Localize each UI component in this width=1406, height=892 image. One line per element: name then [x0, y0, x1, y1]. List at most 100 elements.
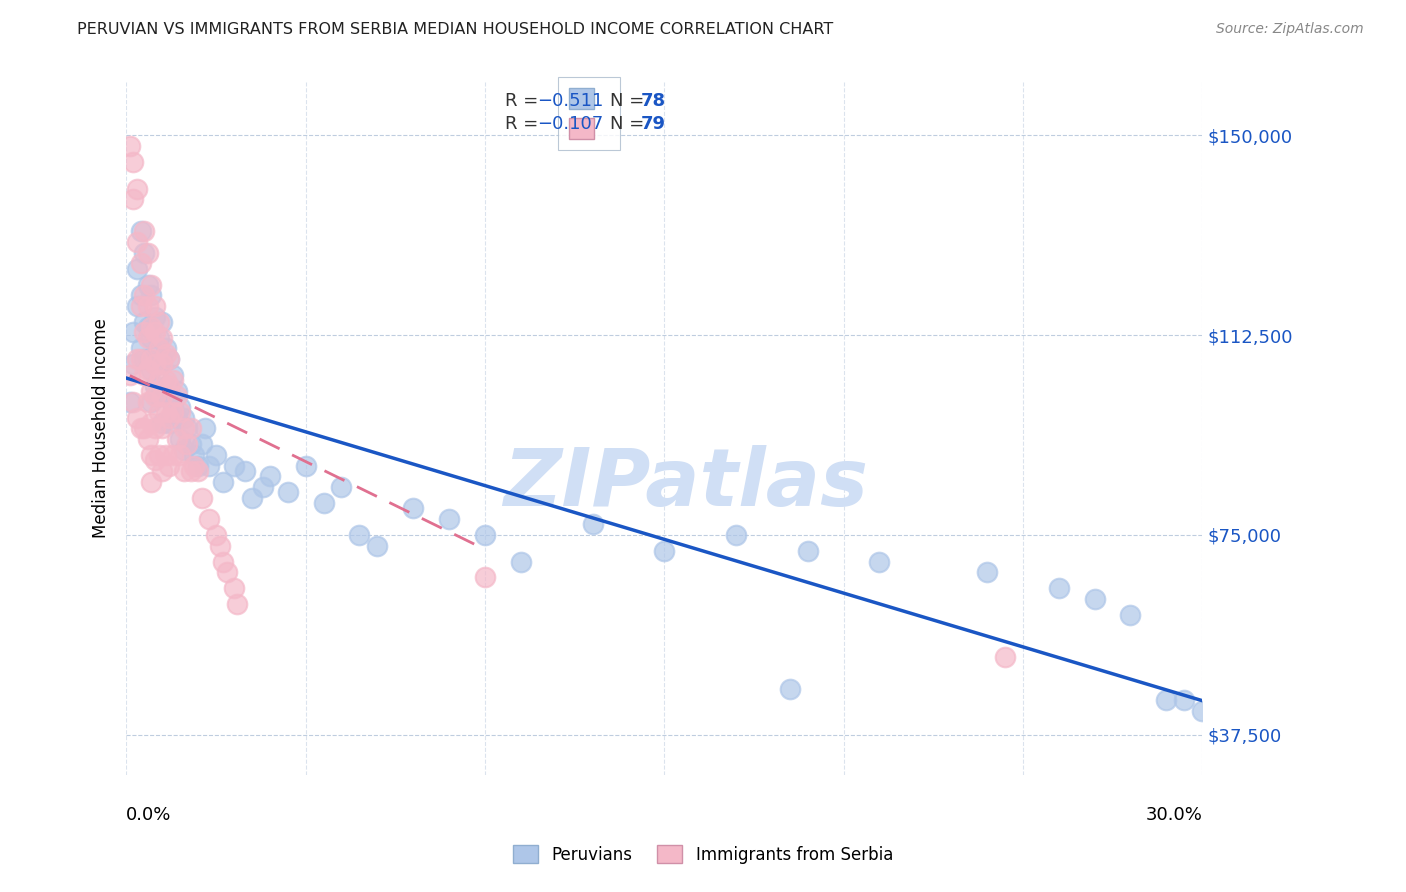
Point	[129, 342, 152, 356]
Point	[437, 512, 460, 526]
Point	[148, 342, 170, 356]
Point	[190, 491, 212, 505]
Point	[162, 368, 184, 383]
Point	[180, 437, 202, 451]
Point	[125, 299, 148, 313]
Text: −0.511: −0.511	[537, 93, 603, 111]
Point	[143, 389, 166, 403]
Point	[509, 555, 531, 569]
Text: 78: 78	[641, 93, 665, 111]
Text: R =: R =	[505, 93, 544, 111]
Point	[581, 517, 603, 532]
Point	[122, 326, 145, 340]
Point	[169, 432, 191, 446]
Point	[169, 400, 191, 414]
Point	[173, 442, 195, 457]
Point	[155, 342, 177, 356]
Point	[150, 416, 173, 430]
Point	[155, 347, 177, 361]
Point	[205, 528, 228, 542]
Point	[141, 288, 163, 302]
Point	[173, 410, 195, 425]
Point	[150, 464, 173, 478]
Text: 79: 79	[641, 115, 665, 133]
Point	[724, 528, 747, 542]
Point	[125, 235, 148, 249]
Point	[222, 581, 245, 595]
Point	[143, 326, 166, 340]
Point	[141, 320, 163, 334]
Point	[215, 565, 238, 579]
Point	[208, 539, 231, 553]
Point	[150, 421, 173, 435]
Point	[1119, 607, 1142, 622]
Point	[143, 453, 166, 467]
Point	[141, 448, 163, 462]
Point	[155, 448, 177, 462]
Point	[173, 421, 195, 435]
Point	[122, 358, 145, 372]
Point	[197, 512, 219, 526]
Point	[141, 331, 163, 345]
Point	[205, 448, 228, 462]
Point	[141, 475, 163, 489]
Point	[183, 448, 205, 462]
Point	[294, 458, 316, 473]
Point	[169, 405, 191, 419]
Point	[122, 155, 145, 169]
Point	[143, 310, 166, 324]
Text: 0.0%: 0.0%	[127, 805, 172, 823]
Point	[1047, 581, 1070, 595]
Point	[125, 410, 148, 425]
Point	[162, 448, 184, 462]
Point	[169, 448, 191, 462]
Text: 30.0%: 30.0%	[1146, 805, 1202, 823]
Point	[148, 358, 170, 372]
Point	[150, 358, 173, 372]
Point	[166, 389, 188, 403]
Point	[233, 464, 256, 478]
Point	[157, 458, 180, 473]
Point	[118, 394, 141, 409]
Point	[143, 299, 166, 313]
Point	[136, 432, 159, 446]
Point	[134, 245, 156, 260]
Point	[141, 416, 163, 430]
Point	[150, 389, 173, 403]
Point	[143, 378, 166, 392]
Point	[136, 320, 159, 334]
Point	[173, 464, 195, 478]
Point	[136, 299, 159, 313]
Point	[366, 539, 388, 553]
Point	[136, 331, 159, 345]
Point	[349, 528, 371, 542]
Point	[129, 421, 152, 435]
Point	[222, 458, 245, 473]
Point	[994, 650, 1017, 665]
Point	[136, 363, 159, 377]
Point	[157, 416, 180, 430]
Point	[166, 384, 188, 398]
Point	[402, 501, 425, 516]
Point	[194, 421, 217, 435]
Point	[150, 384, 173, 398]
Point	[122, 394, 145, 409]
Y-axis label: Median Household Income: Median Household Income	[93, 318, 110, 538]
Point	[190, 437, 212, 451]
Point	[226, 597, 249, 611]
Point	[176, 421, 198, 435]
Point	[155, 405, 177, 419]
Point	[796, 544, 818, 558]
Point	[141, 394, 163, 409]
Point	[125, 261, 148, 276]
Point	[180, 464, 202, 478]
Point	[1156, 693, 1178, 707]
Point	[122, 192, 145, 206]
Point	[136, 277, 159, 292]
Point	[125, 352, 148, 367]
Point	[134, 326, 156, 340]
Point	[118, 139, 141, 153]
Point	[252, 480, 274, 494]
Point	[162, 400, 184, 414]
Point	[134, 421, 156, 435]
